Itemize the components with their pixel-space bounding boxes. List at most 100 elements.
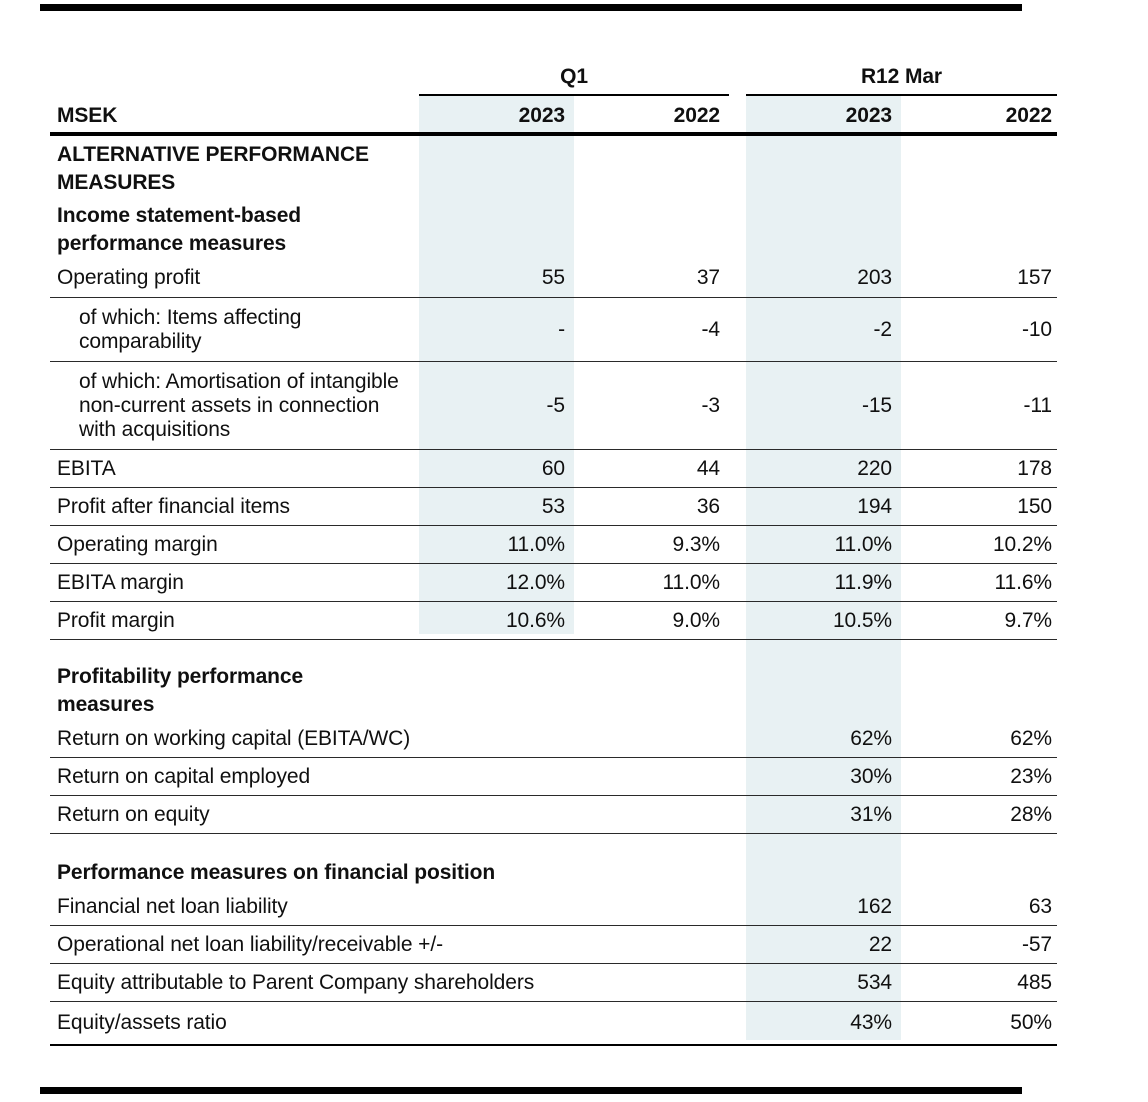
value-r12-2023: 31% bbox=[850, 802, 892, 826]
value-q1-2023: 60 bbox=[541, 456, 565, 480]
value-q1-2022: 36 bbox=[696, 494, 720, 518]
value-r12-2023: 162 bbox=[857, 894, 892, 918]
value-r12-2022: 23% bbox=[1010, 764, 1052, 788]
row-label: Equity attributable to Parent Company sh… bbox=[57, 970, 535, 994]
row-ebita: EBITA 60 44 220 178 bbox=[50, 450, 1057, 488]
row-label: Operational net loan liability/receivabl… bbox=[57, 932, 443, 956]
row-label: Return on capital employed bbox=[57, 764, 311, 788]
section-title: Profitability performance measures bbox=[57, 665, 304, 716]
row-label: Profit after financial items bbox=[57, 494, 290, 518]
row-financial-net-loan-liability: Financial net loan liability 162 63 bbox=[50, 888, 1057, 926]
row-label: EBITA margin bbox=[57, 570, 184, 594]
value-q1-2022: 37 bbox=[696, 265, 720, 289]
row-equity-attributable-to-parent: Equity attributable to Parent Company sh… bbox=[50, 964, 1057, 1002]
row-items-affecting-comparability: of which: Items affecting comparability … bbox=[50, 298, 1057, 362]
value-r12-2022: -10 bbox=[1021, 317, 1052, 341]
value-q1-2023: 10.6% bbox=[505, 608, 565, 632]
section-header-apm: ALTERNATIVE PERFORMANCE MEASURES bbox=[50, 136, 1057, 197]
value-q1-2022: -3 bbox=[701, 393, 721, 417]
row-label: Operating profit bbox=[57, 265, 201, 289]
value-q1-2023: - bbox=[558, 317, 565, 341]
row-return-on-working-capital: Return on working capital (EBITA/WC) 62%… bbox=[50, 720, 1057, 758]
value-r12-2023: 220 bbox=[857, 456, 892, 480]
section-title: Performance measures on financial positi… bbox=[57, 861, 496, 884]
section-title: ALTERNATIVE PERFORMANCE MEASURES bbox=[57, 143, 369, 194]
value-r12-2023: 10.5% bbox=[832, 608, 892, 632]
unit-header: MSEK bbox=[57, 104, 118, 127]
value-r12-2023: -15 bbox=[861, 393, 892, 417]
value-r12-2022: 63 bbox=[1028, 894, 1052, 918]
highlight-band-q1-2023 bbox=[419, 96, 574, 634]
value-r12-2022: 62% bbox=[1010, 726, 1052, 750]
year-header-q1-2023: 2023 bbox=[518, 104, 565, 127]
page-edge-bar-top bbox=[40, 4, 1022, 11]
column-group-header-row: Q1 R12 Mar bbox=[50, 62, 1057, 96]
value-r12-2022: 9.7% bbox=[1004, 608, 1053, 632]
value-r12-2023: 62% bbox=[850, 726, 892, 750]
value-r12-2022: 178 bbox=[1017, 456, 1052, 480]
value-r12-2022: 157 bbox=[1017, 265, 1052, 289]
section-spacer bbox=[50, 640, 1057, 658]
value-r12-2022: 11.6% bbox=[994, 570, 1053, 594]
page-edge-bar-bottom bbox=[40, 1087, 1022, 1094]
value-r12-2023: 534 bbox=[857, 970, 892, 994]
value-r12-2023: 203 bbox=[857, 265, 892, 289]
section-header-income-statement: Income statement-based performance measu… bbox=[50, 197, 1057, 258]
row-return-on-equity: Return on equity 31% 28% bbox=[50, 796, 1057, 834]
row-label: Equity/assets ratio bbox=[57, 1011, 227, 1034]
row-label: EBITA bbox=[57, 456, 116, 480]
row-label: Return on working capital (EBITA/WC) bbox=[57, 726, 411, 750]
value-r12-2023: 11.9% bbox=[834, 570, 893, 594]
year-header-q1-2022: 2022 bbox=[673, 104, 720, 127]
section-spacer bbox=[50, 834, 1057, 854]
section-header-profitability: Profitability performance measures bbox=[50, 658, 1057, 720]
value-q1-2023: -5 bbox=[546, 393, 566, 417]
row-label: Operating margin bbox=[57, 532, 218, 556]
table-header-row: MSEK 2023 2022 2023 2022 bbox=[50, 96, 1057, 136]
row-label: of which: Amortisation of intangible non… bbox=[79, 369, 399, 441]
value-r12-2022: -57 bbox=[1021, 932, 1052, 956]
value-q1-2023: 53 bbox=[541, 494, 565, 518]
row-profit-after-financial-items: Profit after financial items 53 36 194 1… bbox=[50, 488, 1057, 526]
row-return-on-capital-employed: Return on capital employed 30% 23% bbox=[50, 758, 1057, 796]
value-r12-2022: 10.2% bbox=[992, 532, 1052, 556]
row-label: of which: Items affecting comparability bbox=[79, 305, 302, 353]
value-q1-2023: 12.0% bbox=[505, 570, 565, 594]
value-r12-2023: 194 bbox=[857, 494, 892, 518]
value-r12-2023: -2 bbox=[873, 317, 893, 341]
row-operating-margin: Operating margin 11.0% 9.3% 11.0% 10.2% bbox=[50, 526, 1057, 564]
row-profit-margin: Profit margin 10.6% 9.0% 10.5% 9.7% bbox=[50, 602, 1057, 640]
value-q1-2022: 44 bbox=[696, 456, 720, 480]
row-operating-profit: Operating profit 55 37 203 157 bbox=[50, 258, 1057, 298]
value-r12-2022: 50% bbox=[1010, 1011, 1052, 1034]
row-label: Return on equity bbox=[57, 802, 210, 826]
value-r12-2022: 28% bbox=[1010, 802, 1052, 826]
value-r12-2022: -11 bbox=[1023, 393, 1053, 417]
row-operational-net-loan-liability: Operational net loan liability/receivabl… bbox=[50, 926, 1057, 964]
row-equity-assets-ratio: Equity/assets ratio 43% 50% bbox=[50, 1002, 1057, 1046]
value-r12-2022: 485 bbox=[1017, 970, 1052, 994]
row-label: Profit margin bbox=[57, 608, 175, 632]
performance-measures-table: Q1 R12 Mar MSEK 2023 2022 2023 2022 ALTE… bbox=[50, 62, 1057, 1046]
value-r12-2023: 30% bbox=[850, 764, 892, 788]
value-r12-2023: 11.0% bbox=[834, 532, 893, 556]
row-label: Financial net loan liability bbox=[57, 894, 288, 918]
column-gap bbox=[729, 128, 746, 132]
value-q1-2022: 9.3% bbox=[672, 532, 721, 556]
section-header-financial-position: Performance measures on financial positi… bbox=[50, 854, 1057, 888]
column-group-r12-mar: R12 Mar bbox=[746, 65, 1057, 96]
row-ebita-margin: EBITA margin 12.0% 11.0% 11.9% 11.6% bbox=[50, 564, 1057, 602]
highlight-band-r12-2023 bbox=[746, 96, 901, 1040]
value-q1-2022: 9.0% bbox=[672, 608, 721, 632]
value-q1-2022: 11.0% bbox=[662, 570, 721, 594]
year-header-r12-2022: 2022 bbox=[1005, 104, 1052, 127]
value-r12-2022: 150 bbox=[1017, 494, 1052, 518]
row-amortisation-of-intangibles: of which: Amortisation of intangible non… bbox=[50, 362, 1057, 450]
value-r12-2023: 22 bbox=[868, 932, 892, 956]
column-group-q1: Q1 bbox=[419, 65, 729, 96]
section-title: Income statement-based performance measu… bbox=[57, 204, 302, 255]
year-header-r12-2023: 2023 bbox=[845, 104, 892, 127]
value-q1-2023: 55 bbox=[541, 265, 565, 289]
value-r12-2023: 43% bbox=[850, 1011, 892, 1034]
